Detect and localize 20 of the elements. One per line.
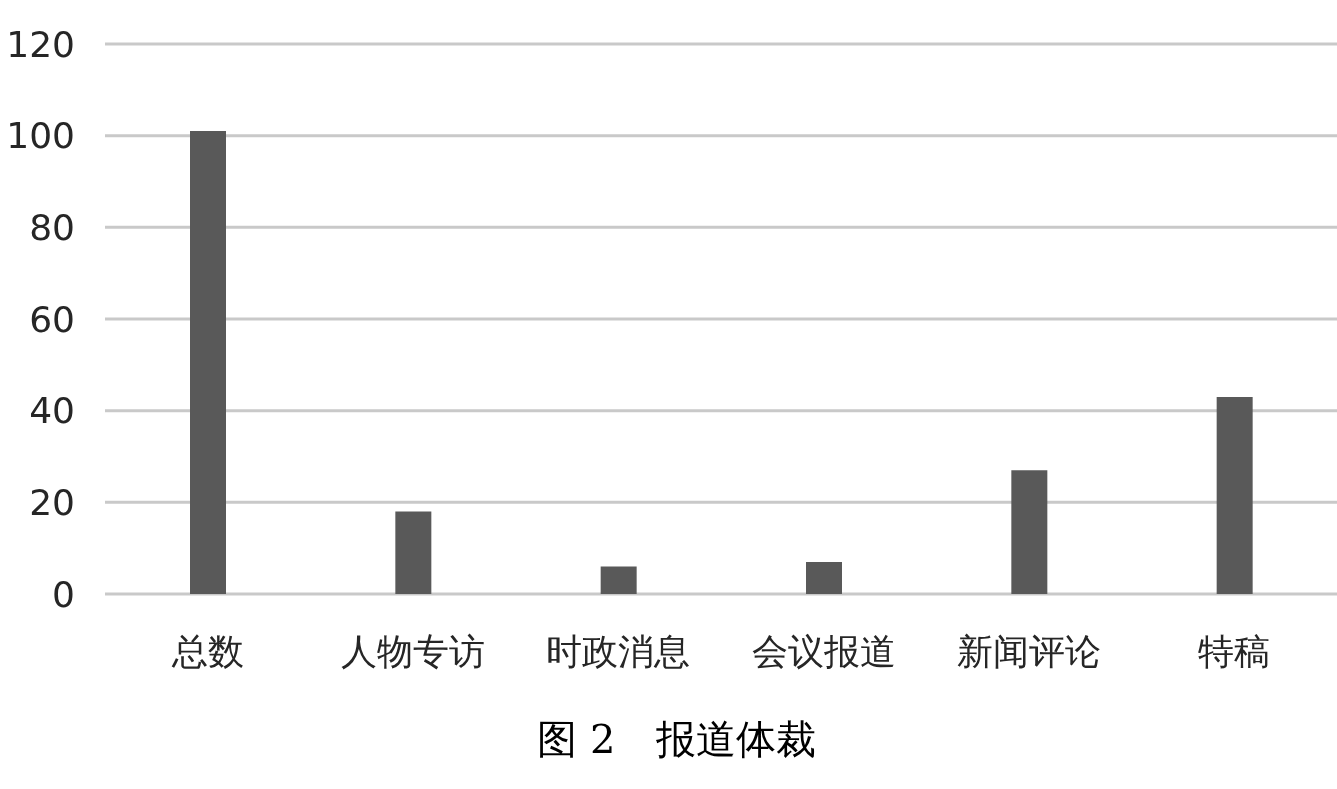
y-tick-label: 80 bbox=[29, 207, 75, 249]
y-tick-label: 100 bbox=[6, 115, 75, 157]
bar bbox=[190, 131, 226, 594]
bar bbox=[600, 566, 637, 594]
x-tick-label: 特稿 bbox=[1198, 630, 1271, 672]
text: 图 2 报道体裁 bbox=[536, 715, 817, 764]
y-tick-label: 20 bbox=[29, 482, 75, 524]
y-tick-label: 120 bbox=[6, 23, 75, 65]
x-tick-label: 会议报道 bbox=[751, 630, 896, 672]
x-tick-label: 人物专访 bbox=[341, 630, 485, 672]
y-tick-label: 60 bbox=[29, 298, 75, 340]
bar bbox=[395, 511, 432, 594]
bar bbox=[806, 561, 842, 594]
bar bbox=[1216, 396, 1253, 594]
y-tick-label: 40 bbox=[29, 390, 75, 432]
x-tick-label: 总数 bbox=[170, 630, 244, 672]
x-tick-label: 时政消息 bbox=[546, 630, 691, 672]
bar bbox=[1011, 470, 1048, 594]
x-tick-label: 新闻评论 bbox=[957, 630, 1101, 672]
y-tick-label: 0 bbox=[52, 573, 75, 615]
